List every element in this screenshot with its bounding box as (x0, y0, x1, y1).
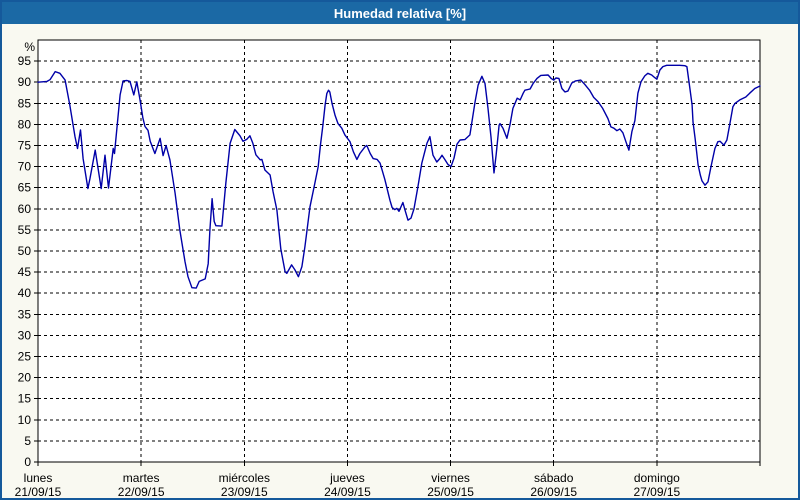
y-tick-label: 75 (18, 139, 32, 153)
x-tick-label-date: 22/09/15 (118, 485, 165, 498)
y-tick-label: 55 (18, 223, 32, 237)
humidity-chart: 0 5 10 15 20 25 30 35 40 45 50 55 60 65 70 75 80 85 90 95% l… (15, 39, 761, 498)
y-tick-label: 45 (18, 265, 32, 279)
x-tick-label-day: sábado (534, 471, 574, 485)
y-tick-label: 65 (18, 181, 32, 195)
title-bar: Humedad relativa [%] (2, 2, 798, 24)
y-tick-label: 30 (18, 328, 32, 342)
y-tick-label: 60 (18, 202, 32, 216)
x-tick-label-date: 26/09/15 (530, 485, 577, 498)
y-tick-label: 80 (18, 117, 32, 131)
x-tick-label-day: jueves (329, 471, 365, 485)
x-tick-label-day: domingo (634, 471, 680, 485)
y-tick-label: 0 (24, 455, 31, 469)
y-tick-label: 85 (18, 96, 32, 110)
humidity-line (37, 64, 761, 289)
y-tick-label: 40 (18, 286, 32, 300)
x-tick-label-date: 21/09/15 (15, 485, 62, 498)
x-tick-label-date: 27/09/15 (633, 485, 680, 498)
y-tick-label: 5 (24, 434, 31, 448)
y-tick-label: 50 (18, 244, 32, 258)
y-tick-label: 90 (18, 75, 32, 89)
y-tick-label: 20 (18, 371, 32, 385)
x-tick-label-day: miércoles (219, 471, 270, 485)
x-tick-label-date: 23/09/15 (221, 485, 268, 498)
y-tick-label: 10 (18, 413, 32, 427)
y-tick-label: 25 (18, 350, 32, 364)
y-tick-label: 70 (18, 160, 32, 174)
y-tick-label: 15 (18, 392, 32, 406)
chart-area: 0 5 10 15 20 25 30 35 40 45 50 55 60 65 70 75 80 85 90 95% l… (2, 24, 798, 498)
x-tick-label-date: 25/09/15 (427, 485, 474, 498)
x-tick-label-day: viernes (431, 471, 470, 485)
x-tick-label-day: lunes (24, 471, 53, 485)
y-tick-label: 35 (18, 307, 32, 321)
chart-title: Humedad relativa [%] (333, 5, 467, 21)
y-axis-unit-label: % (24, 40, 35, 54)
x-tick-label-date: 24/09/15 (324, 485, 371, 498)
x-tick-label-day: martes (123, 471, 160, 485)
y-tick-label: 95 (18, 54, 32, 68)
